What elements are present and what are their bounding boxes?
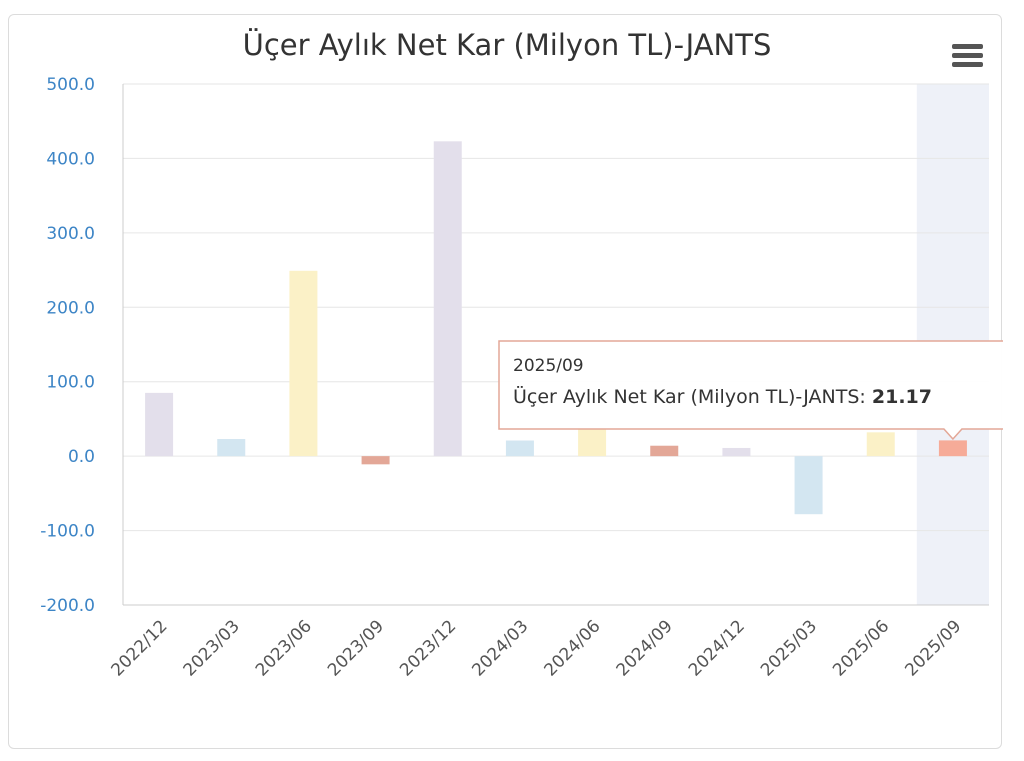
x-tick-label: 2024/03 [468, 616, 532, 680]
bar[interactable] [866, 432, 895, 457]
x-tick-label: 2024/12 [685, 616, 749, 680]
x-tick-label: 2024/09 [613, 616, 677, 680]
tooltip-category: 2025/09 [513, 356, 584, 376]
y-tick-label: 300.0 [46, 224, 95, 244]
tooltip-value: 21.17 [872, 386, 932, 408]
bar[interactable] [145, 392, 174, 457]
x-tick-label: 2023/06 [252, 616, 316, 680]
x-tick-label: 2022/12 [108, 616, 172, 680]
y-tick-label: 400.0 [46, 149, 95, 169]
bar[interactable] [578, 427, 607, 457]
x-tick-label: 2025/09 [901, 616, 965, 680]
tooltip-series-line: Üçer Aylık Net Kar (Milyon TL)-JANTS: 21… [513, 385, 932, 408]
bar[interactable] [289, 270, 318, 457]
tooltip-series-label: Üçer Aylık Net Kar (Milyon TL)-JANTS: [513, 385, 872, 408]
bar[interactable] [650, 445, 679, 457]
y-tick-label: 200.0 [46, 298, 95, 318]
chart-card: -200.0 -100.0 0.0 100.0 200.0 300.0 400.0 500.0… [8, 14, 1003, 749]
chart-title: Üçer Aylık Net Kar (Milyon TL)-JANTS [243, 28, 772, 62]
bar[interactable] [433, 141, 462, 457]
bar-chart: -200.0 -100.0 0.0 100.0 200.0 300.0 400.0 500.0… [40, 28, 1003, 680]
bar[interactable] [722, 447, 751, 457]
bar[interactable] [505, 440, 534, 457]
bar[interactable] [217, 439, 246, 457]
menu-button[interactable] [948, 37, 988, 73]
x-tick-label: 2025/03 [757, 616, 821, 680]
y-tick-label: -100.0 [40, 522, 95, 542]
hamburger-icon [952, 44, 983, 67]
x-tick-label: 2023/12 [396, 616, 460, 680]
y-tick-label: 500.0 [46, 75, 95, 95]
bar[interactable] [361, 456, 390, 465]
x-tick-label: 2024/06 [541, 616, 605, 680]
y-tick-label: 100.0 [46, 373, 95, 393]
tooltip-box [498, 340, 1003, 441]
y-tick-label: -200.0 [40, 596, 95, 616]
tooltip: 2025/09 Üçer Aylık Net Kar (Milyon TL)-J… [498, 340, 1003, 441]
bar[interactable] [938, 440, 967, 457]
x-tick-label: 2023/03 [180, 616, 244, 680]
y-tick-label: 0.0 [68, 447, 95, 467]
x-tick-label: 2025/06 [829, 616, 893, 680]
bar[interactable] [794, 456, 823, 515]
x-tick-label: 2023/09 [324, 616, 388, 680]
